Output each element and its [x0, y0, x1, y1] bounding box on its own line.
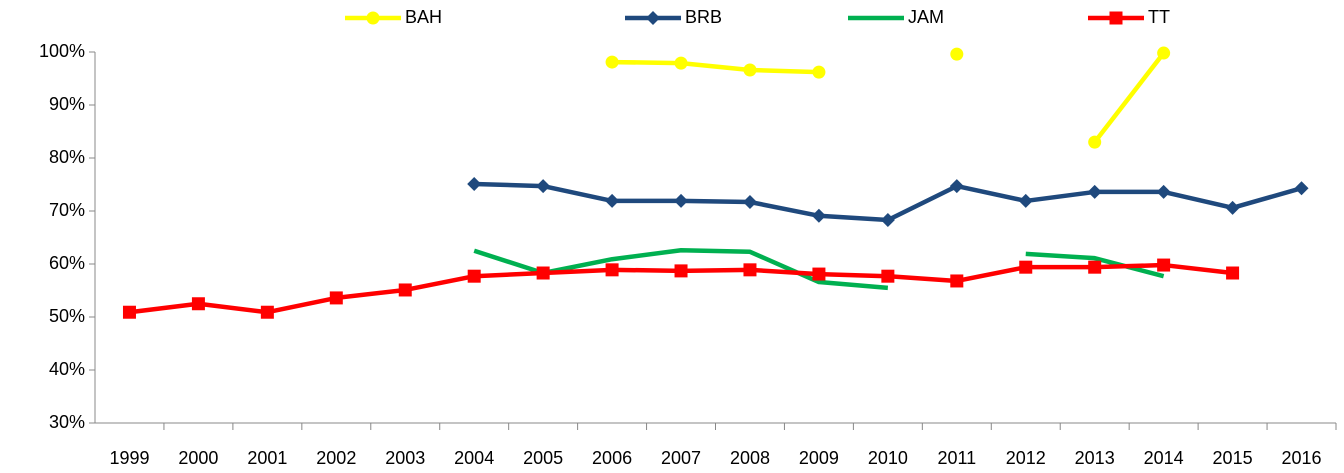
- marker: [260, 305, 274, 319]
- x-tick-label: 2008: [730, 448, 770, 468]
- x-tick-label: 2002: [316, 448, 356, 468]
- marker: [1088, 260, 1102, 274]
- x-tick-label: 2001: [247, 448, 287, 468]
- y-tick-label: 30%: [49, 412, 85, 432]
- marker: [1018, 193, 1033, 208]
- marker: [1019, 260, 1033, 274]
- marker: [536, 179, 551, 194]
- marker: [1088, 135, 1102, 149]
- marker: [605, 55, 619, 69]
- marker: [122, 305, 136, 319]
- marker: [950, 47, 964, 61]
- x-tick-label: 2006: [592, 448, 632, 468]
- marker: [880, 213, 895, 228]
- marker: [467, 269, 481, 283]
- marker: [949, 179, 964, 194]
- marker: [812, 267, 826, 281]
- x-tick-label: 2003: [385, 448, 425, 468]
- marker: [1157, 258, 1171, 272]
- x-tick-label: 2015: [1213, 448, 1253, 468]
- marker: [191, 297, 205, 311]
- x-tick-label: 2016: [1282, 448, 1322, 468]
- x-tick-label: 2014: [1144, 448, 1184, 468]
- x-tick-label: 2010: [868, 448, 908, 468]
- x-tick-label: 1999: [109, 448, 149, 468]
- x-tick-label: 2005: [523, 448, 563, 468]
- marker: [674, 56, 688, 70]
- x-tick-label: 2004: [454, 448, 494, 468]
- marker: [1109, 11, 1123, 25]
- y-tick-label: 80%: [49, 147, 85, 167]
- legend-label: TT: [1148, 7, 1170, 27]
- marker: [605, 193, 620, 208]
- x-tick-label: 2000: [178, 448, 218, 468]
- series-line: [612, 51, 1166, 144]
- legend-label: BRB: [685, 7, 722, 27]
- y-tick-label: 70%: [49, 200, 85, 220]
- marker: [1157, 46, 1171, 60]
- marker: [605, 263, 619, 277]
- marker: [1225, 200, 1240, 215]
- marker: [366, 11, 380, 25]
- marker: [646, 11, 660, 25]
- marker: [1294, 181, 1309, 196]
- x-tick-label: 2007: [661, 448, 701, 468]
- marker: [742, 194, 757, 209]
- marker: [1156, 184, 1171, 199]
- marker: [536, 266, 550, 280]
- marker: [1226, 266, 1240, 280]
- y-tick-label: 40%: [49, 359, 85, 379]
- x-tick-label: 2012: [1006, 448, 1046, 468]
- marker: [398, 283, 412, 297]
- y-tick-label: 100%: [39, 41, 85, 61]
- marker: [674, 193, 689, 208]
- marker: [811, 208, 826, 223]
- marker: [329, 291, 343, 305]
- x-tick-label: 2013: [1075, 448, 1115, 468]
- legend-label: BAH: [405, 7, 442, 27]
- marker: [950, 274, 964, 288]
- marker: [743, 263, 757, 277]
- marker: [674, 264, 688, 278]
- marker: [881, 269, 895, 283]
- y-tick-label: 60%: [49, 253, 85, 273]
- marker: [812, 65, 826, 79]
- legend-label: JAM: [908, 7, 944, 27]
- y-tick-label: 90%: [49, 94, 85, 114]
- marker: [1087, 184, 1102, 199]
- x-tick-label: 2011: [937, 448, 976, 468]
- y-tick-label: 50%: [49, 306, 85, 326]
- marker: [467, 176, 482, 191]
- marker: [743, 63, 757, 77]
- x-tick-label: 2009: [799, 448, 839, 468]
